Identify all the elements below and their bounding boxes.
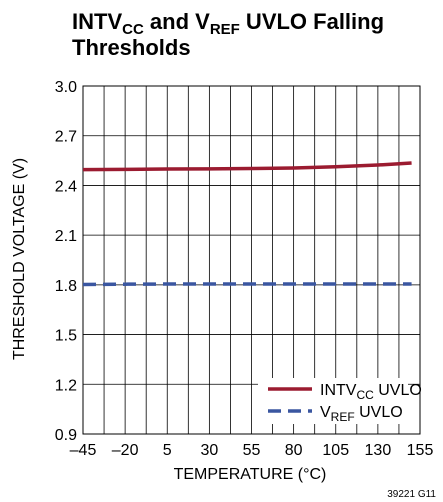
x-tick-label: –20 xyxy=(112,442,139,459)
x-tick-label: –45 xyxy=(70,442,97,459)
x-tick-label: 55 xyxy=(243,442,261,459)
x-tick-label: 80 xyxy=(285,442,303,459)
y-tick-labels: 0.9 1.2 1.5 1.8 2.1 2.4 2.7 3.0 xyxy=(55,79,77,444)
y-axis-label: THRESHOLD VOLTAGE (V) xyxy=(11,158,28,360)
series-line-0 xyxy=(82,161,412,172)
legend: INTVCC UVLO VREF UVLO xyxy=(258,378,422,424)
y-tick-label: 1.2 xyxy=(55,377,77,394)
y-tick-label: 3.0 xyxy=(55,79,77,96)
x-tick-label: 5 xyxy=(163,442,172,459)
y-tick-label: 1.5 xyxy=(55,328,77,345)
chart-title-line-2: Thresholds xyxy=(72,35,191,60)
x-tick-label: 155 xyxy=(407,442,434,459)
legend-background xyxy=(258,378,408,424)
plot-frame xyxy=(82,85,421,435)
chart-title-line-1: INTVCC and VREF UVLO Falling xyxy=(72,9,384,38)
x-axis-label: TEMPERATURE (°C) xyxy=(174,466,327,483)
x-tick-label: 130 xyxy=(365,442,392,459)
figure-code: 39221 G11 xyxy=(387,489,436,500)
y-tick-label: 0.9 xyxy=(55,427,77,444)
y-tick-label: 2.1 xyxy=(55,228,77,245)
x-tick-label: 30 xyxy=(200,442,218,459)
x-tick-labels: –45 –20 5 30 55 80 105 130 155 xyxy=(70,442,434,459)
legend-label-vref: VREF UVLO xyxy=(320,404,403,424)
series-layer xyxy=(82,161,412,287)
y-tick-label: 2.4 xyxy=(55,178,77,195)
y-tick-label: 2.7 xyxy=(55,129,77,146)
y-tick-label: 1.8 xyxy=(55,278,77,295)
x-tick-label: 105 xyxy=(322,442,349,459)
legend-label-intvcc: INTVCC UVLO xyxy=(320,382,422,402)
